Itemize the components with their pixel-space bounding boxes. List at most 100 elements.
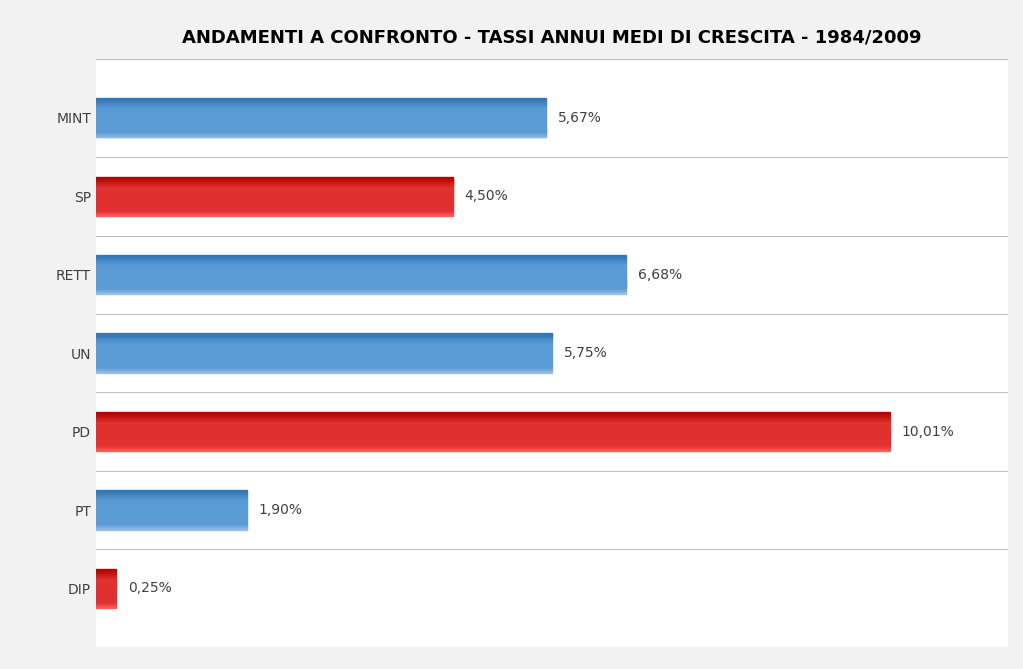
- Bar: [96, 292, 626, 294]
- Bar: [96, 445, 890, 446]
- Bar: [96, 528, 247, 529]
- Bar: [96, 514, 247, 515]
- Bar: [96, 122, 545, 124]
- Bar: [96, 134, 545, 136]
- Bar: [96, 269, 626, 270]
- Bar: [96, 128, 545, 130]
- Bar: [96, 493, 247, 494]
- Bar: [96, 569, 116, 570]
- Bar: [96, 190, 453, 191]
- Bar: [96, 513, 247, 514]
- Bar: [96, 268, 626, 269]
- Bar: [96, 585, 116, 587]
- Bar: [96, 346, 552, 347]
- Bar: [96, 363, 552, 364]
- Bar: [96, 280, 626, 282]
- Bar: [96, 124, 545, 126]
- Text: 5,75%: 5,75%: [564, 346, 608, 360]
- Bar: [96, 98, 545, 99]
- Bar: [96, 425, 890, 427]
- Bar: [96, 282, 626, 284]
- Bar: [96, 502, 247, 503]
- Bar: [96, 421, 890, 423]
- Bar: [96, 276, 626, 278]
- Bar: [96, 115, 545, 116]
- Text: 4,50%: 4,50%: [464, 189, 508, 203]
- Bar: [96, 263, 626, 264]
- Bar: [96, 343, 552, 345]
- Bar: [96, 447, 890, 448]
- Bar: [96, 414, 890, 415]
- Bar: [96, 573, 116, 574]
- Bar: [96, 438, 890, 440]
- Bar: [96, 490, 247, 492]
- Bar: [96, 189, 453, 191]
- Bar: [96, 191, 453, 193]
- Bar: [96, 339, 552, 341]
- Bar: [96, 492, 247, 493]
- Bar: [96, 444, 890, 446]
- Bar: [96, 496, 247, 497]
- Title: ANDAMENTI A CONFRONTO - TASSI ANNUI MEDI DI CRESCITA - 1984/2009: ANDAMENTI A CONFRONTO - TASSI ANNUI MEDI…: [182, 28, 922, 46]
- Bar: [96, 448, 890, 450]
- Bar: [96, 112, 545, 113]
- Bar: [96, 104, 545, 105]
- Bar: [96, 589, 116, 591]
- Bar: [96, 179, 453, 181]
- Bar: [96, 601, 116, 602]
- Bar: [96, 520, 247, 521]
- Bar: [96, 417, 890, 419]
- Bar: [96, 215, 453, 216]
- Bar: [96, 207, 453, 208]
- Bar: [96, 356, 552, 357]
- Bar: [96, 187, 453, 189]
- Bar: [96, 595, 116, 596]
- Bar: [96, 358, 552, 359]
- Bar: [96, 501, 247, 502]
- Bar: [96, 423, 890, 425]
- Bar: [96, 434, 890, 436]
- Text: 10,01%: 10,01%: [901, 425, 954, 439]
- Bar: [96, 349, 552, 351]
- Bar: [96, 270, 626, 271]
- Bar: [96, 419, 890, 421]
- Bar: [96, 258, 626, 259]
- Bar: [96, 109, 545, 110]
- Bar: [96, 520, 247, 522]
- Bar: [96, 509, 247, 510]
- Bar: [96, 522, 247, 524]
- Bar: [96, 288, 626, 290]
- Text: 6,68%: 6,68%: [637, 268, 681, 282]
- Bar: [96, 188, 453, 189]
- Bar: [96, 432, 890, 434]
- Bar: [96, 506, 247, 507]
- Bar: [96, 289, 626, 290]
- Bar: [96, 203, 453, 204]
- Bar: [96, 212, 453, 213]
- Bar: [96, 105, 545, 106]
- Bar: [96, 577, 116, 579]
- Bar: [96, 348, 552, 349]
- Bar: [96, 209, 453, 210]
- Bar: [96, 369, 552, 370]
- Bar: [96, 507, 247, 508]
- Bar: [96, 570, 116, 571]
- Bar: [96, 362, 552, 363]
- Bar: [96, 293, 626, 294]
- Bar: [96, 442, 890, 444]
- Bar: [96, 518, 247, 519]
- Bar: [96, 196, 453, 197]
- Bar: [96, 135, 545, 136]
- Bar: [96, 417, 890, 418]
- Bar: [96, 333, 552, 334]
- Bar: [96, 516, 247, 517]
- Bar: [96, 583, 116, 585]
- Bar: [96, 118, 545, 120]
- Bar: [96, 181, 453, 183]
- Bar: [96, 577, 116, 578]
- Bar: [96, 571, 116, 573]
- Bar: [96, 202, 453, 203]
- Bar: [96, 116, 545, 118]
- Bar: [96, 514, 247, 516]
- Bar: [96, 130, 545, 132]
